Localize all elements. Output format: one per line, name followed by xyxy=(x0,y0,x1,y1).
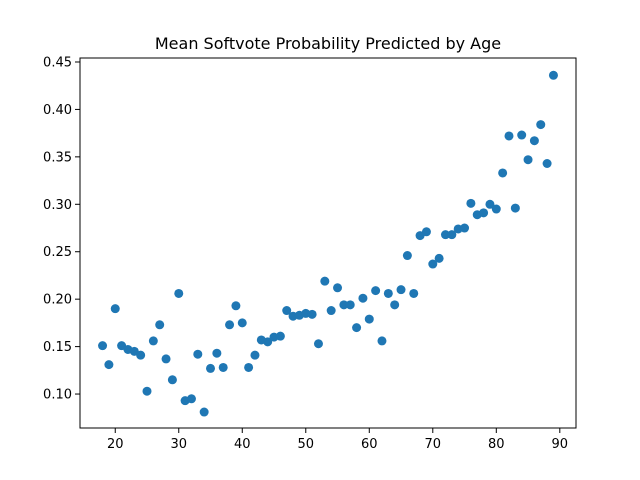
data-point xyxy=(536,120,546,130)
x-axis: 20 30 40 50 60 70 80 90 xyxy=(107,428,568,452)
y-tick-label: 0.25 xyxy=(43,245,72,260)
data-point xyxy=(428,259,438,269)
data-point xyxy=(402,251,412,261)
data-point xyxy=(447,230,457,240)
data-point xyxy=(231,301,241,311)
x-tick-label: 80 xyxy=(488,437,505,452)
x-tick-label: 50 xyxy=(297,437,314,452)
data-point xyxy=(199,407,209,417)
data-point xyxy=(282,306,292,316)
data-point xyxy=(174,288,184,298)
data-point xyxy=(504,131,514,141)
data-point xyxy=(104,360,114,370)
data-point xyxy=(421,227,431,237)
data-point xyxy=(98,341,108,351)
data-point xyxy=(320,276,330,286)
data-point xyxy=(167,375,177,385)
data-point xyxy=(250,350,260,360)
data-point xyxy=(212,348,222,358)
data-point xyxy=(339,300,349,310)
data-point xyxy=(352,323,362,333)
data-point xyxy=(358,293,368,303)
data-point xyxy=(142,386,152,396)
data-point xyxy=(136,350,146,360)
data-point xyxy=(218,362,228,372)
data-point xyxy=(275,331,285,341)
data-point xyxy=(155,320,165,330)
data-point xyxy=(390,300,400,310)
data-point xyxy=(186,394,196,404)
data-point xyxy=(307,309,317,319)
data-point xyxy=(326,306,336,316)
data-point xyxy=(396,285,406,295)
data-point xyxy=(161,354,171,364)
axes-frame xyxy=(79,57,577,429)
y-tick-label: 0.20 xyxy=(43,293,72,308)
data-point xyxy=(333,283,343,293)
data-point xyxy=(529,136,539,146)
data-point xyxy=(364,314,374,324)
data-point xyxy=(466,198,476,208)
y-tick-label: 0.40 xyxy=(43,103,72,118)
data-point xyxy=(491,204,501,214)
data-point xyxy=(434,253,444,263)
data-point xyxy=(517,130,527,140)
x-tick-label: 20 xyxy=(107,437,124,452)
data-point xyxy=(548,70,558,80)
data-point xyxy=(460,223,470,233)
data-point xyxy=(479,208,489,218)
y-tick-label: 0.35 xyxy=(43,150,72,165)
x-tick-label: 60 xyxy=(361,437,378,452)
y-tick-label: 0.15 xyxy=(43,340,72,355)
data-point xyxy=(193,349,203,359)
y-axis: 0.10 0.15 0.20 0.25 0.30 0.35 0.40 0.45 xyxy=(43,55,80,403)
chart-title: Mean Softvote Probability Predicted by A… xyxy=(155,34,501,53)
data-point xyxy=(523,155,533,165)
y-tick-label: 0.10 xyxy=(43,388,72,403)
data-point xyxy=(237,318,247,328)
data-point xyxy=(345,300,355,310)
data-point xyxy=(485,199,495,209)
x-tick-label: 90 xyxy=(552,437,569,452)
data-point xyxy=(313,339,323,349)
data-point xyxy=(409,288,419,298)
data-point xyxy=(542,159,552,168)
data-point xyxy=(225,320,235,330)
data-point xyxy=(498,168,508,178)
data-point xyxy=(206,363,216,373)
data-point xyxy=(377,336,387,346)
data-point xyxy=(510,203,520,213)
data-point xyxy=(440,230,450,240)
data-point xyxy=(263,337,273,347)
data-point xyxy=(110,304,120,314)
data-point xyxy=(244,362,254,372)
y-tick-label: 0.30 xyxy=(43,198,72,213)
y-tick-label: 0.45 xyxy=(43,55,72,70)
data-points xyxy=(98,70,558,417)
x-tick-label: 30 xyxy=(170,437,187,452)
data-point xyxy=(383,288,393,298)
data-point xyxy=(371,286,381,296)
x-tick-label: 70 xyxy=(425,437,442,452)
x-tick-label: 40 xyxy=(234,437,251,452)
data-point xyxy=(148,336,158,346)
